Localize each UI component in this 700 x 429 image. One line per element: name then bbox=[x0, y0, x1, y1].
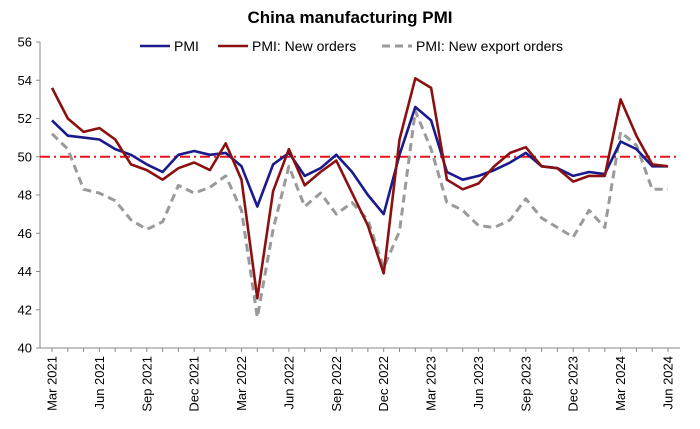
x-tick-label: Mar 2023 bbox=[424, 356, 439, 411]
legend-label: PMI: New orders bbox=[252, 38, 356, 54]
legend: PMI PMI: New orders PMI: New export orders bbox=[140, 38, 563, 54]
y-tick-label: 52 bbox=[18, 111, 32, 126]
y-tick-label: 42 bbox=[18, 302, 32, 317]
x-tick-label: Mar 2021 bbox=[45, 356, 60, 411]
x-tick-label: Jun 2023 bbox=[471, 356, 486, 410]
x-tick-label: Dec 2021 bbox=[187, 356, 202, 412]
y-tick-label: 40 bbox=[18, 341, 32, 356]
legend-label: PMI bbox=[174, 38, 199, 54]
chart-title: China manufacturing PMI bbox=[248, 8, 453, 27]
y-tick-label: 54 bbox=[18, 73, 32, 88]
y-tick-label: 48 bbox=[18, 188, 32, 203]
x-tick-label: Jun 2024 bbox=[661, 356, 676, 410]
y-tick-label: 46 bbox=[18, 226, 32, 241]
series-line-pmi bbox=[51, 105, 668, 216]
x-tick-label: Sep 2023 bbox=[518, 356, 533, 412]
x-tick-label: Sep 2021 bbox=[139, 356, 154, 412]
axes: 40 42 44 46 48 50 52 54 56 Mar 2021 Jun 2021 Sep 20… bbox=[18, 35, 680, 412]
series-line-pmi-new-export-orders bbox=[50, 109, 668, 319]
x-tick-label: Mar 2022 bbox=[234, 356, 249, 411]
series-layer bbox=[50, 77, 669, 319]
x-tick-label: Dec 2022 bbox=[376, 356, 391, 412]
x-tick-label: Jun 2021 bbox=[92, 356, 107, 410]
x-tick-label: Mar 2024 bbox=[613, 356, 628, 411]
y-tick-label: 44 bbox=[18, 264, 32, 279]
x-tick-label: Sep 2022 bbox=[329, 356, 344, 412]
series-line-pmi-new-orders bbox=[50, 77, 669, 300]
legend-label: PMI: New export orders bbox=[416, 38, 563, 54]
x-tick-label: Jun 2022 bbox=[281, 356, 296, 410]
y-tick-label: 56 bbox=[18, 35, 32, 50]
x-tick-label: Dec 2023 bbox=[566, 356, 581, 412]
y-tick-label: 50 bbox=[18, 149, 32, 164]
